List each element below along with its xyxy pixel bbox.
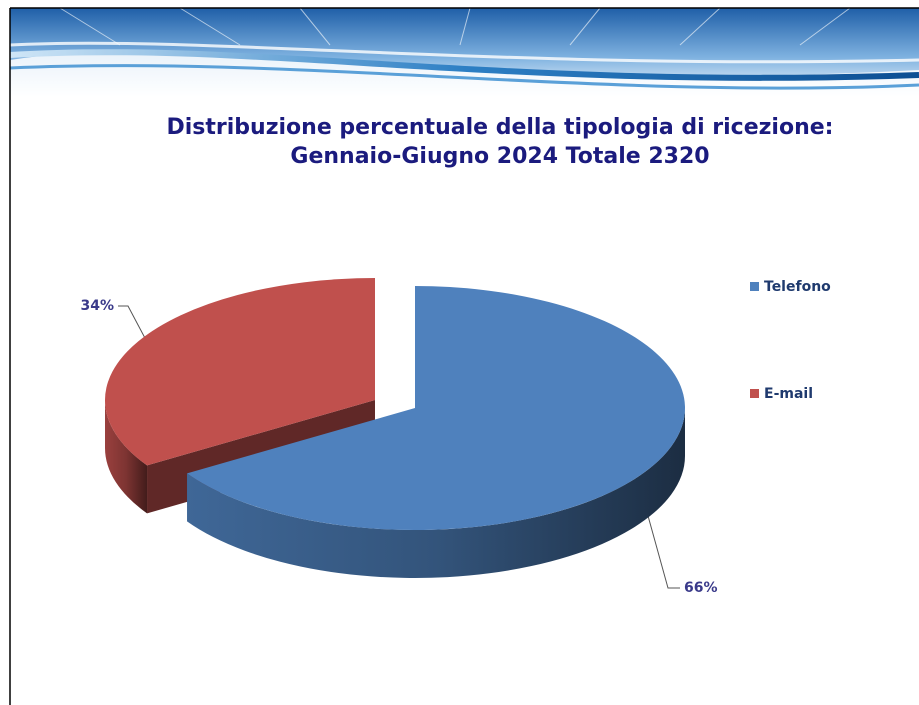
header-banner <box>9 7 919 98</box>
legend-swatch <box>750 389 759 398</box>
pie-slice-side <box>105 400 148 514</box>
chart-subtitle: Gennaio-Giugno 2024 Totale 2320 <box>290 144 709 169</box>
chart-title: Distribuzione percentuale della tipologi… <box>167 115 834 140</box>
legend-label: Telefono <box>764 279 831 295</box>
leader-lines <box>118 305 680 589</box>
legend-swatch <box>750 282 759 291</box>
pie-slice <box>104 278 375 466</box>
data-label: 34% <box>80 298 114 314</box>
pie-slice <box>187 286 685 530</box>
pie-slice-side <box>187 408 685 578</box>
legend-label: E-mail <box>764 386 813 402</box>
data-label: 66% <box>684 580 718 596</box>
